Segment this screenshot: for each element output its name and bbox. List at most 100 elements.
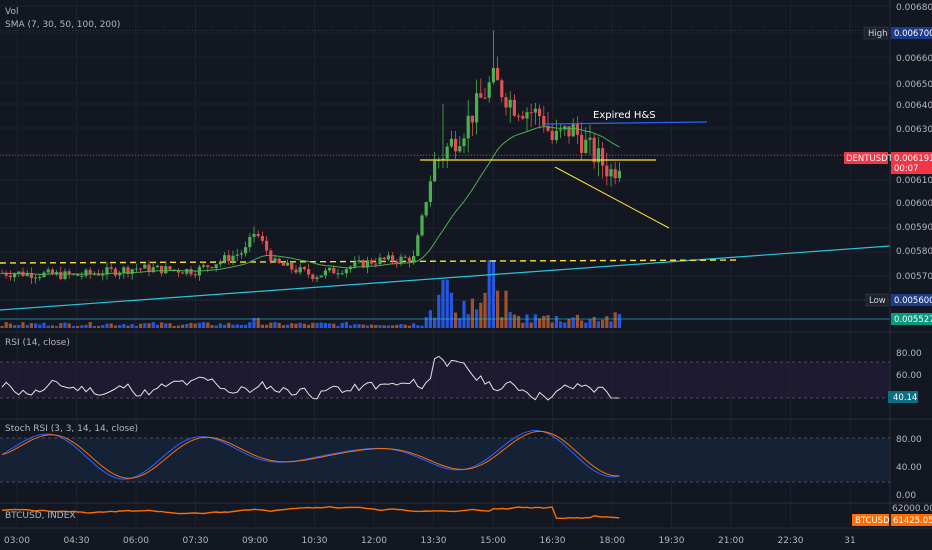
- candle-body: [155, 265, 159, 268]
- candle-body: [252, 233, 256, 237]
- volume-bar: [449, 292, 453, 328]
- volume-bar: [260, 324, 264, 328]
- volume-bar: [92, 325, 96, 328]
- candle-body: [34, 277, 38, 279]
- candle-body: [475, 93, 479, 123]
- last-value: 0.005527: [894, 315, 932, 325]
- candle-body: [374, 263, 378, 265]
- candle-body: [336, 273, 340, 275]
- volume-bar: [416, 325, 420, 328]
- time-tick: 19:30: [659, 536, 685, 546]
- high-label: High: [868, 29, 888, 39]
- volume-bar: [596, 321, 600, 328]
- btc-title[interactable]: BTCUSD, INDEX: [5, 511, 76, 521]
- volume-bar: [441, 280, 445, 328]
- candle-body: [328, 267, 332, 271]
- candle-body: [273, 258, 277, 262]
- volume-bar: [143, 323, 147, 328]
- volume-bar: [437, 294, 441, 328]
- candle-body: [412, 255, 416, 263]
- annotation-expired-hs[interactable]: Expired H&S: [593, 110, 656, 121]
- candle-body: [63, 271, 67, 279]
- volume-bar: [202, 322, 206, 328]
- candle-body: [160, 265, 164, 274]
- candle-body: [223, 255, 227, 262]
- stoch-title[interactable]: Stoch RSI (3, 3, 14, 14, close): [5, 424, 138, 434]
- legend-sma[interactable]: SMA (7, 30, 50, 100, 200): [5, 20, 120, 30]
- candle-body: [248, 236, 252, 248]
- volume-bar: [113, 325, 117, 328]
- low-tag[interactable]: Low 0.005600: [865, 293, 932, 307]
- candle-body: [340, 273, 344, 275]
- candle-body: [370, 260, 374, 264]
- volume-bar: [8, 323, 12, 328]
- volume-bar: [617, 314, 621, 328]
- volume-bar: [571, 317, 575, 328]
- candle-body: [378, 257, 382, 265]
- volume-bar: [302, 323, 306, 328]
- candle-body: [613, 169, 617, 179]
- rsi-tick: 80.00: [896, 349, 922, 359]
- price-tick: 0.005700: [896, 272, 932, 282]
- volume-bar: [483, 292, 487, 328]
- btcusd-value: 61425.05: [893, 516, 932, 526]
- candle-body: [487, 82, 491, 98]
- candle-body: [17, 271, 21, 274]
- candle-body: [88, 269, 92, 274]
- volume-bar: [46, 325, 50, 328]
- candle-body: [546, 125, 550, 131]
- stoch-tick: 40.00: [896, 463, 922, 473]
- rsi-title[interactable]: RSI (14, close): [5, 338, 70, 348]
- candle-body: [592, 137, 596, 163]
- last-value-tag[interactable]: 0.005527: [891, 313, 932, 325]
- candle-body: [67, 271, 71, 275]
- volume-bar: [21, 322, 25, 328]
- candle-body: [542, 115, 546, 126]
- volume-bar: [496, 290, 500, 328]
- high-tag[interactable]: High 0.006700: [863, 26, 932, 40]
- btc-tick: 62000.00: [892, 504, 932, 514]
- time-tick: 10:30: [302, 536, 328, 546]
- time-axis[interactable]: 03:00 04:30 06:00 07:30 09:00 10:30 12:00 13:30…: [4, 536, 856, 546]
- candle-body: [176, 269, 180, 273]
- volume-bar: [580, 320, 584, 328]
- volume-bar: [76, 325, 80, 328]
- candle-body: [403, 256, 407, 258]
- legend-vol[interactable]: Vol: [5, 7, 18, 17]
- candle-body: [504, 97, 508, 108]
- candle-body: [181, 272, 185, 274]
- candle-body: [496, 67, 500, 81]
- time-tick: 31: [844, 536, 855, 546]
- dentusdt-countdown: 00:07: [894, 164, 919, 174]
- volume-bar: [126, 325, 130, 328]
- volume-bar: [365, 325, 369, 328]
- volume-bar: [567, 318, 571, 328]
- volume-bar: [592, 316, 596, 328]
- candle-body: [353, 261, 357, 267]
- volume-bar: [517, 316, 521, 328]
- volume-bar: [155, 324, 159, 328]
- candle-body: [118, 272, 122, 276]
- volume-bar: [206, 322, 210, 328]
- volume-bar: [4, 322, 8, 328]
- volume-bar: [172, 325, 176, 328]
- dentusdt-tag[interactable]: DENTUSDT 0.006191 00:07: [844, 152, 932, 174]
- candle-body: [277, 258, 281, 263]
- candle-body: [113, 268, 117, 276]
- volume-bar: [340, 322, 344, 328]
- rsi-band: [0, 362, 890, 398]
- volume-bar: [118, 324, 122, 328]
- candle-body: [244, 247, 248, 254]
- candle-body: [29, 272, 33, 279]
- candle-body: [76, 273, 80, 276]
- hs-top-line: [544, 121, 708, 125]
- volume-bar: [88, 322, 92, 328]
- candle-body: [449, 138, 453, 147]
- volume-bar: [168, 323, 172, 328]
- volume-bar: [323, 323, 327, 328]
- volume-bar: [34, 323, 38, 328]
